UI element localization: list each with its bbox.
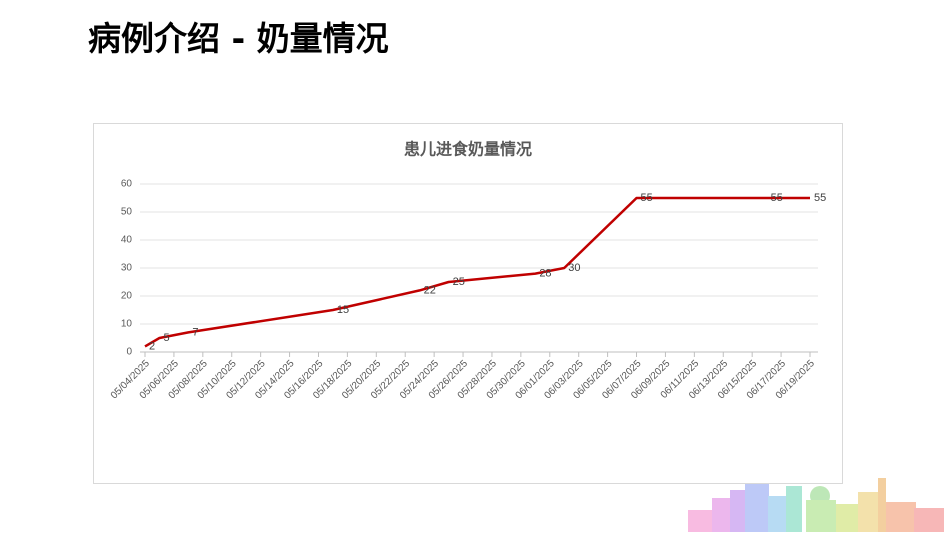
x-tick-label: 05/22/2025 bbox=[369, 358, 412, 401]
data-label: 55 bbox=[771, 192, 783, 204]
data-label: 30 bbox=[568, 262, 580, 274]
y-tick-label: 0 bbox=[126, 347, 132, 358]
x-tick-label: 06/15/2025 bbox=[716, 358, 759, 401]
x-tick-label: 05/04/2025 bbox=[109, 358, 152, 401]
page-title: 病例介绍 - 奶量情况 bbox=[88, 19, 389, 58]
x-tick-label: 05/30/2025 bbox=[485, 358, 528, 401]
y-tick-label: 30 bbox=[121, 263, 133, 274]
x-tick-label: 06/03/2025 bbox=[543, 358, 586, 401]
x-tick-label: 06/17/2025 bbox=[745, 358, 788, 401]
data-label: 7 bbox=[192, 326, 198, 338]
data-label: 55 bbox=[814, 192, 826, 204]
data-label: 28 bbox=[539, 268, 551, 280]
x-tick-label: 05/20/2025 bbox=[340, 358, 383, 401]
x-tick-label: 05/16/2025 bbox=[282, 358, 325, 401]
x-tick-label: 05/08/2025 bbox=[167, 358, 210, 401]
x-tick-label: 05/28/2025 bbox=[456, 358, 499, 401]
x-tick-label: 06/19/2025 bbox=[774, 358, 817, 401]
chart-title: 患儿进食奶量情况 bbox=[404, 140, 532, 159]
x-tick-label: 06/01/2025 bbox=[514, 358, 557, 401]
x-tick-label: 05/26/2025 bbox=[427, 358, 470, 401]
data-label: 5 bbox=[163, 332, 169, 344]
data-label: 15 bbox=[337, 304, 349, 316]
chart-frame bbox=[93, 123, 843, 484]
data-label: 2 bbox=[149, 340, 155, 352]
data-label: 22 bbox=[424, 284, 436, 296]
x-tick-label: 06/07/2025 bbox=[600, 358, 643, 401]
x-tick-label: 06/09/2025 bbox=[629, 358, 672, 401]
x-tick-label: 05/10/2025 bbox=[196, 358, 239, 401]
x-tick-label: 05/18/2025 bbox=[311, 358, 354, 401]
y-tick-label: 20 bbox=[121, 291, 133, 302]
city-decoration bbox=[688, 478, 944, 532]
x-tick-label: 05/06/2025 bbox=[138, 358, 181, 401]
x-tick-label: 05/12/2025 bbox=[224, 358, 267, 401]
data-line bbox=[144, 196, 810, 348]
data-label: 55 bbox=[641, 192, 653, 204]
y-tick-label: 60 bbox=[121, 179, 133, 190]
y-tick-label: 10 bbox=[121, 319, 133, 330]
data-label: 25 bbox=[453, 276, 465, 288]
x-tick-label: 05/24/2025 bbox=[398, 358, 441, 401]
y-tick-label: 40 bbox=[121, 235, 133, 246]
x-tick-label: 06/13/2025 bbox=[687, 358, 730, 401]
x-tick-label: 05/14/2025 bbox=[253, 358, 296, 401]
x-tick-label: 06/11/2025 bbox=[659, 358, 702, 401]
y-tick-label: 50 bbox=[121, 207, 133, 218]
x-tick-label: 06/05/2025 bbox=[571, 358, 614, 401]
